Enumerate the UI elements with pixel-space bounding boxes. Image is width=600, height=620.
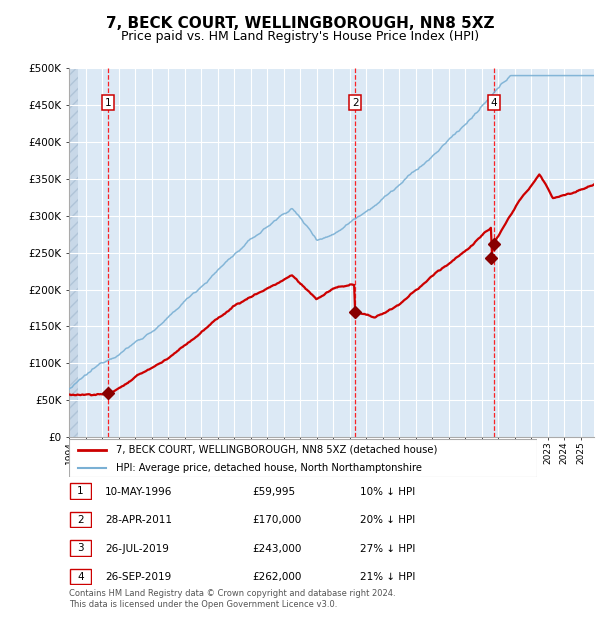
Text: 7, BECK COURT, WELLINGBOROUGH, NN8 5XZ: 7, BECK COURT, WELLINGBOROUGH, NN8 5XZ <box>106 16 494 30</box>
Text: 26-SEP-2019: 26-SEP-2019 <box>105 572 171 582</box>
Text: HPI: Average price, detached house, North Northamptonshire: HPI: Average price, detached house, Nort… <box>116 463 422 473</box>
Text: 4: 4 <box>491 98 497 108</box>
Text: 1: 1 <box>77 486 84 496</box>
Text: 26-JUL-2019: 26-JUL-2019 <box>105 544 169 554</box>
Text: Price paid vs. HM Land Registry's House Price Index (HPI): Price paid vs. HM Land Registry's House … <box>121 30 479 43</box>
Text: 10-MAY-1996: 10-MAY-1996 <box>105 487 172 497</box>
Text: Contains HM Land Registry data © Crown copyright and database right 2024.
This d: Contains HM Land Registry data © Crown c… <box>69 590 395 609</box>
Text: 21% ↓ HPI: 21% ↓ HPI <box>360 572 415 582</box>
FancyBboxPatch shape <box>70 569 91 585</box>
Text: 3: 3 <box>77 543 84 553</box>
Text: 2: 2 <box>352 98 358 108</box>
Text: 1: 1 <box>105 98 112 108</box>
Text: 2: 2 <box>77 515 84 525</box>
Text: 4: 4 <box>77 572 84 582</box>
Text: £59,995: £59,995 <box>252 487 295 497</box>
Text: 20% ↓ HPI: 20% ↓ HPI <box>360 515 415 525</box>
Text: £262,000: £262,000 <box>252 572 301 582</box>
FancyBboxPatch shape <box>69 439 537 477</box>
Text: 7, BECK COURT, WELLINGBOROUGH, NN8 5XZ (detached house): 7, BECK COURT, WELLINGBOROUGH, NN8 5XZ (… <box>116 445 437 454</box>
Text: 27% ↓ HPI: 27% ↓ HPI <box>360 544 415 554</box>
Bar <box>69 68 78 437</box>
FancyBboxPatch shape <box>70 512 91 528</box>
FancyBboxPatch shape <box>70 540 91 556</box>
FancyBboxPatch shape <box>70 483 91 499</box>
Text: 10% ↓ HPI: 10% ↓ HPI <box>360 487 415 497</box>
Text: £170,000: £170,000 <box>252 515 301 525</box>
Text: £243,000: £243,000 <box>252 544 301 554</box>
Text: 28-APR-2011: 28-APR-2011 <box>105 515 172 525</box>
